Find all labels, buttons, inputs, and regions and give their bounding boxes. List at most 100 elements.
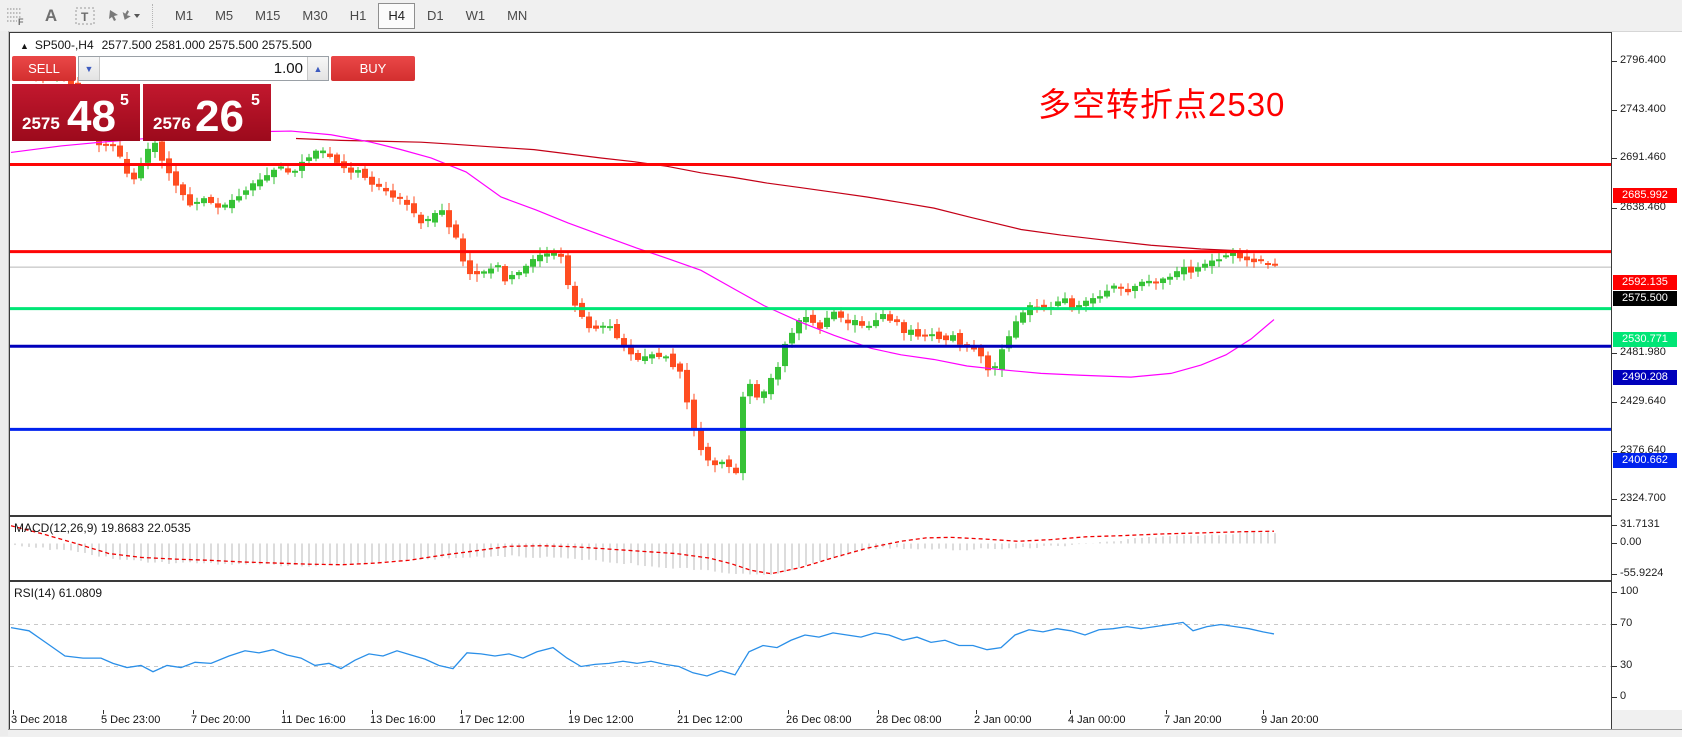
sell-quote-box[interactable]: 2575 48 5 (12, 84, 140, 141)
time-tick-label: 28 Dec 08:00 (876, 714, 942, 726)
timeframe-button-w1[interactable]: W1 (465, 7, 486, 23)
ohlc-values: 2577.500 2581.000 2575.500 2575.500 (101, 38, 312, 52)
time-tick-mark (372, 710, 373, 714)
time-tick-mark (461, 710, 462, 714)
time-tick-label: 17 Dec 12:00 (459, 714, 525, 726)
time-tick-mark (1070, 710, 1071, 714)
quantity-increase-button[interactable]: ▲ (307, 57, 328, 80)
rsi-tick-label: 70 (1620, 616, 1633, 629)
price-tick-label: 2376.640 (1620, 443, 1666, 456)
rsi-chart (10, 621, 1611, 677)
axis-tick-mark (1612, 623, 1617, 625)
buy-quote-box[interactable]: 2576 26 5 (143, 84, 271, 141)
time-tick-label: 13 Dec 16:00 (370, 714, 436, 726)
time-tick-label: 3 Dec 2018 (11, 714, 68, 726)
price-tick-label: 2324.700 (1620, 491, 1666, 504)
sell-price-pips: 48 (67, 92, 116, 141)
axis-tick-mark (1612, 592, 1617, 593)
axis-tick-mark (1612, 573, 1617, 575)
time-tick-mark (1263, 710, 1264, 714)
time-tick-label: 9 Jan 20:00 (1261, 714, 1319, 726)
price-axis: 2796.400 2743.400 2691.460 2638.460 2481.980… (1612, 32, 1682, 710)
timeframe-button-mn[interactable]: MN (507, 7, 528, 23)
candlestick-chart (10, 61, 1611, 481)
rsi-label: RSI(14) 61.0809 (14, 586, 103, 600)
axis-tick-mark (1612, 665, 1617, 667)
timeframe-button-m15[interactable]: M15 (255, 7, 281, 23)
axis-tick-mark (1612, 158, 1617, 160)
rsi-tick-label: 30 (1620, 658, 1633, 671)
price-tick-label: 2691.460 (1620, 151, 1666, 164)
time-tick-label: 4 Jan 00:00 (1068, 714, 1126, 726)
price-level-badge: 2400.662 (1613, 452, 1677, 468)
time-tick-mark (570, 710, 571, 714)
axis-tick-mark (1612, 450, 1617, 452)
main-chart-panel (9, 32, 1612, 516)
text-label-icon[interactable]: A (44, 5, 58, 25)
buy-price-fraction: 5 (251, 92, 260, 109)
timeframe-button-d1[interactable]: D1 (426, 7, 444, 23)
price-level-badge: 2592.135 (1613, 275, 1677, 291)
buy-button[interactable]: BUY (331, 56, 415, 81)
quantity-decrease-button[interactable]: ▼ (79, 57, 100, 80)
price-level-badge: 2530.771 (1613, 332, 1677, 348)
time-axis: 3 Dec 2018 5 Dec 23:00 7 Dec 20:00 11 Dec 1… (9, 710, 1612, 730)
axis-tick-mark (1612, 697, 1617, 698)
macd-tick-label: 0.00 (1620, 535, 1642, 548)
time-tick-label: 2 Jan 00:00 (974, 714, 1032, 726)
rsi-tick-label: 0 (1620, 690, 1627, 702)
timeframe-button-h4[interactable]: H4 (378, 2, 415, 29)
sell-price-fraction: 5 (120, 92, 129, 109)
time-tick-label: 19 Dec 12:00 (568, 714, 634, 726)
one-click-trade-panel: SELL ▼ ▲ BUY 2575 48 5 2576 26 5 (12, 56, 415, 141)
svg-text:T: T (81, 10, 89, 24)
axis-tick-mark (1612, 524, 1617, 526)
axis-tick-mark (1612, 352, 1617, 354)
time-tick-mark (1166, 710, 1167, 714)
macd-tick-label: -55.9224 (1620, 566, 1664, 579)
timeframe-button-m5[interactable]: M5 (215, 7, 234, 23)
timeframe-button-h1[interactable]: H1 (349, 7, 367, 23)
window-bottom-edge (8, 729, 1682, 737)
macd-chart (10, 525, 1276, 575)
toolbar-separator (152, 3, 158, 28)
price-tick-label: 2481.980 (1620, 345, 1666, 358)
window-left-edge (0, 31, 9, 736)
buy-price-stem: 2576 (153, 114, 191, 133)
price-tick-label: 2429.640 (1620, 394, 1666, 407)
timeframe-button-m30[interactable]: M30 (302, 7, 328, 23)
quantity-stepper: ▼ ▲ (78, 56, 329, 81)
timeframe-button-m1[interactable]: M1 (175, 7, 194, 23)
time-tick-label: 11 Dec 16:00 (281, 714, 346, 726)
buy-price-pips: 26 (195, 92, 244, 141)
time-tick-mark (193, 710, 194, 714)
axis-tick-mark (1612, 110, 1617, 112)
sell-button[interactable]: SELL (12, 56, 76, 81)
rsi-panel (9, 581, 1612, 711)
text-tool-icon[interactable]: T (70, 4, 100, 28)
indicators-icon[interactable]: F (2, 4, 32, 28)
time-tick-mark (679, 710, 680, 714)
quantity-input[interactable] (100, 57, 307, 80)
time-tick-mark (13, 710, 14, 714)
axis-tick-mark (1612, 498, 1617, 500)
symbol-label: SP500-,H4 (34, 38, 94, 52)
draw-arrows-icon[interactable] (104, 4, 144, 28)
time-tick-label: 21 Dec 12:00 (677, 714, 743, 726)
sell-price-stem: 2575 (22, 114, 60, 133)
axis-tick-mark (1612, 60, 1617, 62)
time-tick-mark (283, 710, 284, 714)
axis-tick-mark (1612, 207, 1617, 209)
chart-annotation: 多空转折点2530 (1038, 86, 1286, 123)
time-tick-label: 7 Jan 20:00 (1164, 714, 1222, 726)
chart-header: ▲ SP500-,H4 2577.500 2581.000 2575.500 257… (20, 38, 312, 52)
price-tick-label: 2743.400 (1620, 103, 1666, 116)
macd-label: MACD(12,26,9) 19.8683 22.0535 (14, 521, 191, 535)
price-level-badge: 2575.500 (1613, 290, 1677, 306)
macd-panel (9, 516, 1612, 581)
axis-tick-mark (1612, 542, 1617, 544)
time-tick-label: 26 Dec 08:00 (786, 714, 852, 726)
collapse-triangle-icon[interactable]: ▲ (20, 41, 29, 51)
time-tick-mark (878, 710, 879, 714)
svg-text:F: F (18, 17, 24, 26)
